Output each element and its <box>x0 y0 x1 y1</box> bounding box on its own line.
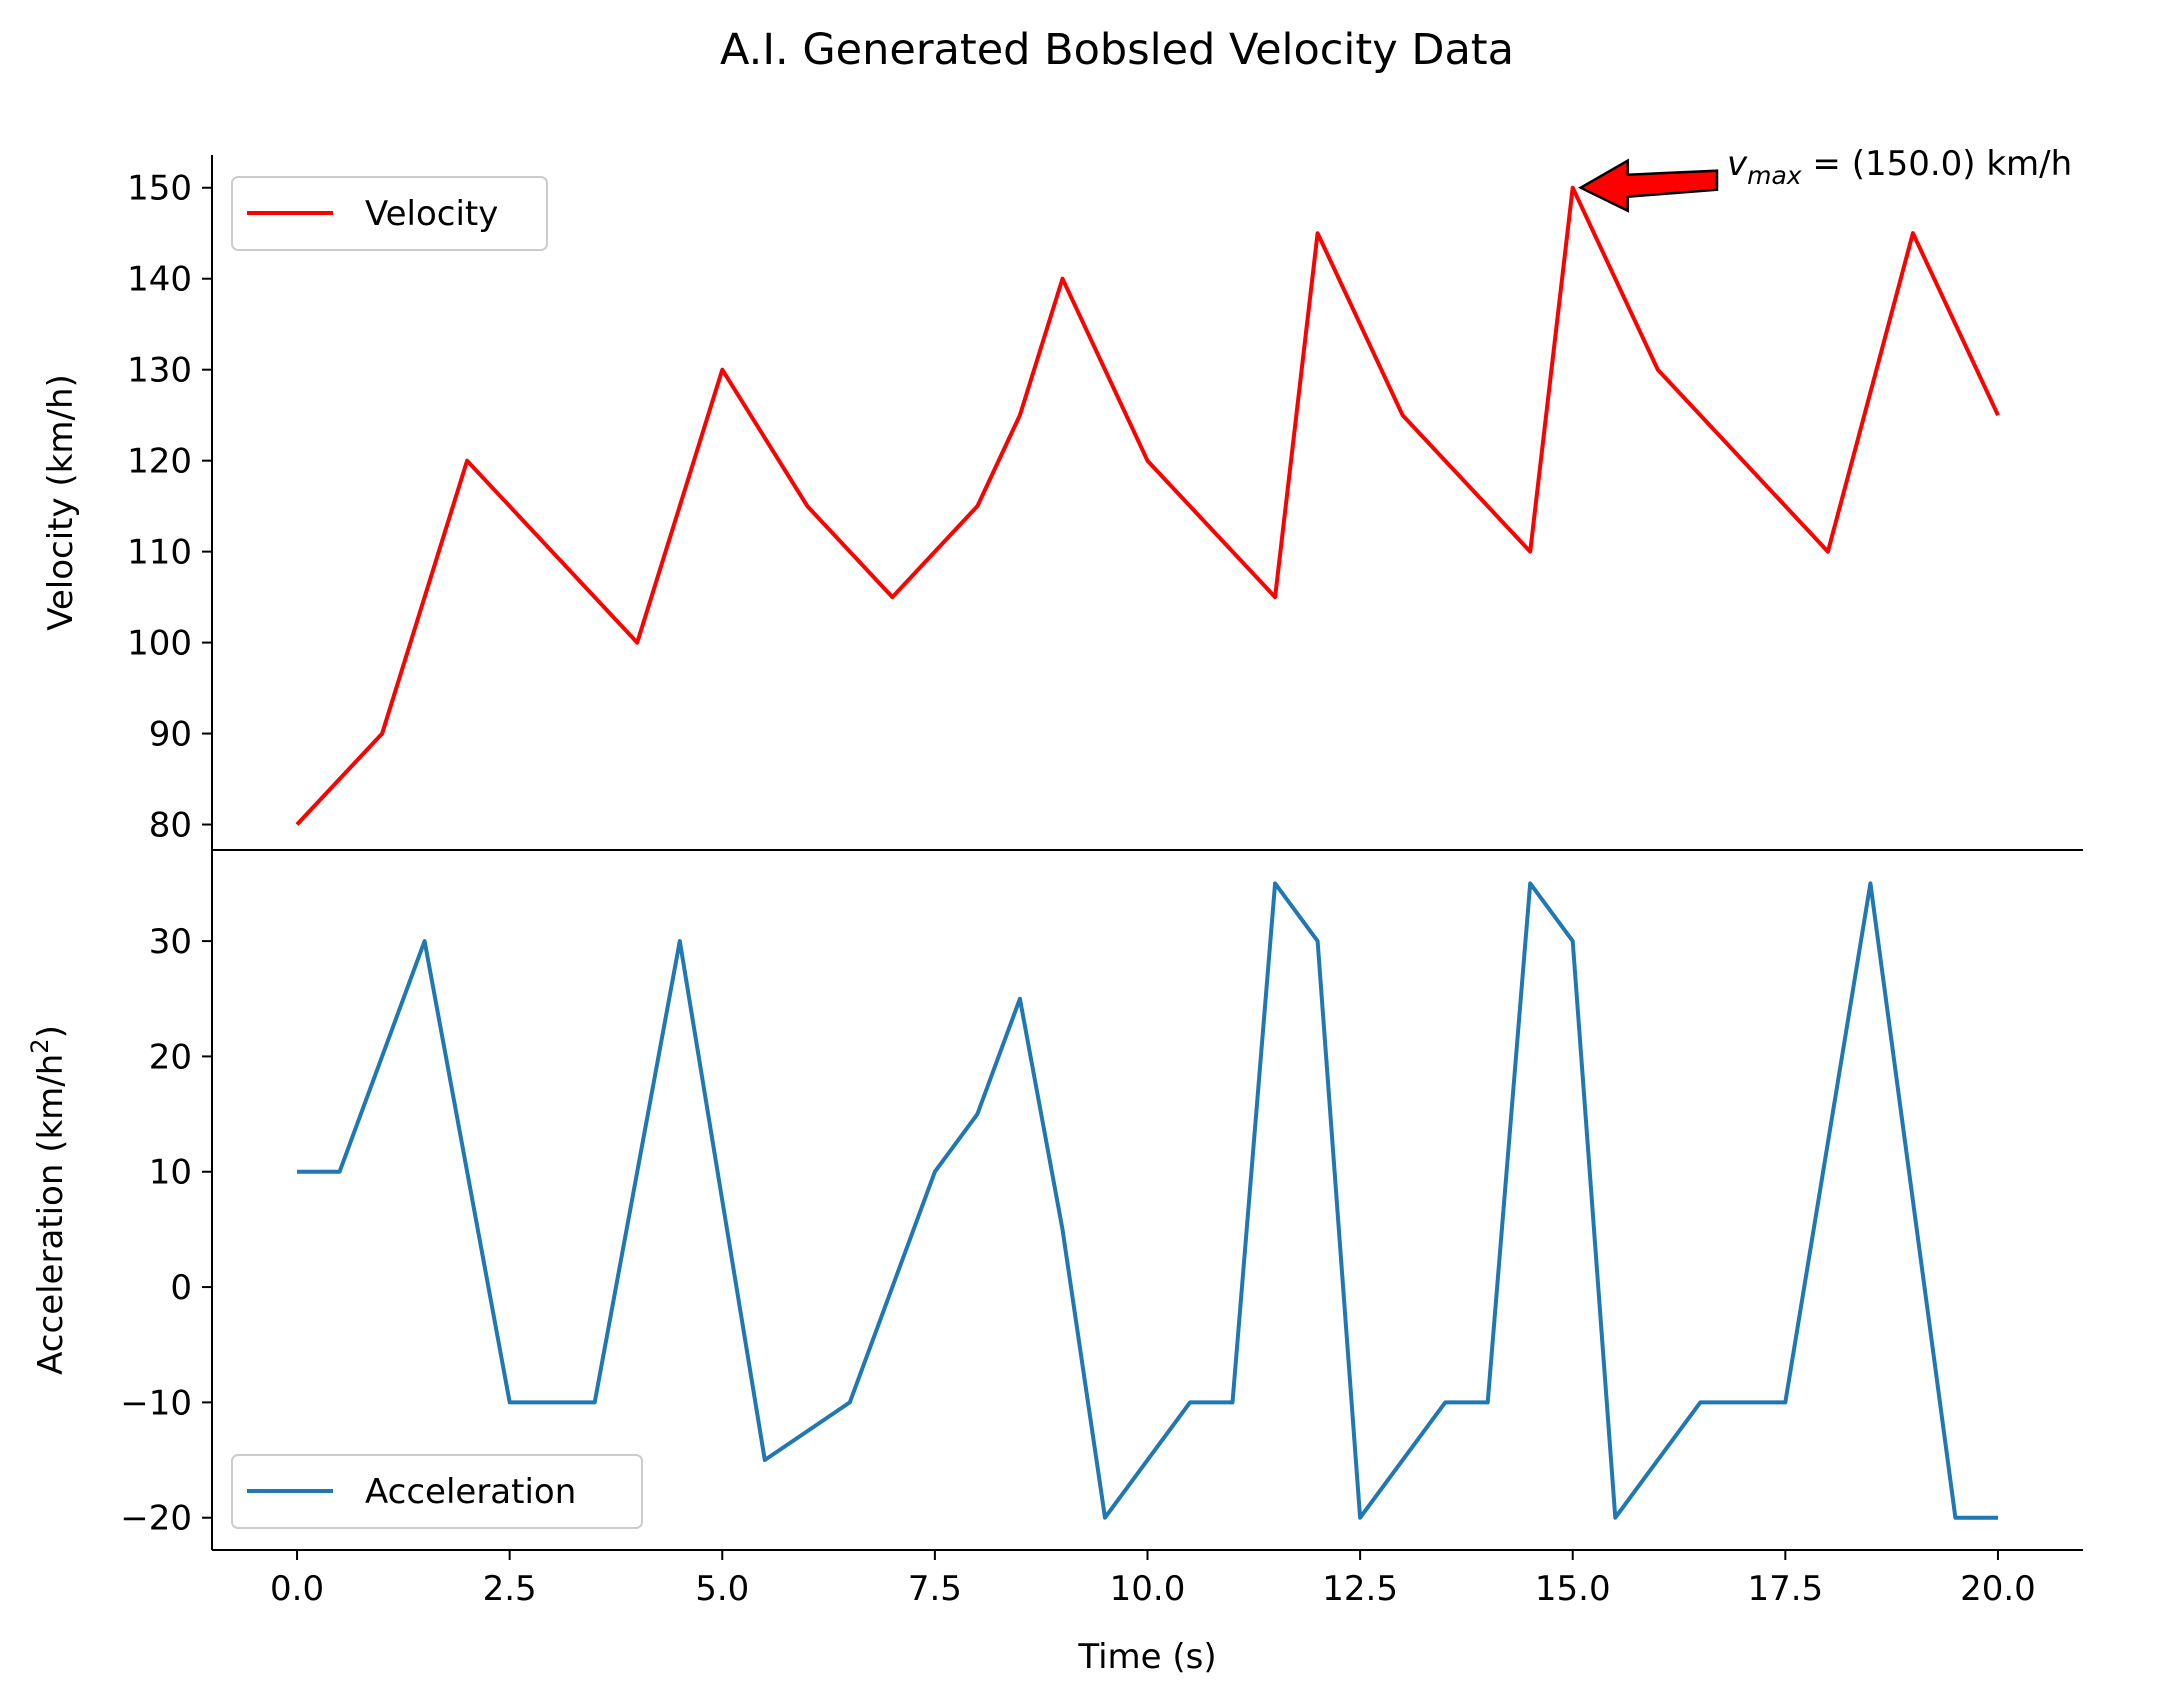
acceleration-y-label-close: ) <box>31 1025 71 1038</box>
velocity-y-tick-label: 140 <box>127 260 192 300</box>
acceleration-y-label-exponent: 2 <box>26 1038 54 1053</box>
time-x-tick-label: 5.0 <box>695 1569 749 1609</box>
velocity-y-tick-label: 110 <box>127 533 192 573</box>
acceleration-panel: −20 −10 0 10 20 30 0.0 2.5 5.0 7.5 10.0 12.5 15.0 17… <box>26 850 2083 1677</box>
acceleration-series-line <box>297 881 1998 1520</box>
velocity-y-tick-label: 150 <box>127 169 192 209</box>
velocity-y-tick-label: 90 <box>149 715 192 755</box>
vmax-value-text: = (150.0) km/h <box>1802 144 2073 184</box>
velocity-y-ticks: 80 90 100 110 120 130 140 150 <box>127 169 212 846</box>
acceleration-y-tick-label: 10 <box>149 1153 192 1193</box>
time-x-tick-label: 2.5 <box>483 1569 537 1609</box>
vmax-subscript: max <box>1747 161 1802 190</box>
time-x-tick-label: 7.5 <box>908 1569 962 1609</box>
velocity-y-tick-label: 100 <box>127 624 192 664</box>
velocity-y-tick-label: 120 <box>127 442 192 482</box>
acceleration-legend-label: Acceleration <box>365 1472 576 1512</box>
acceleration-y-tick-label: −10 <box>120 1383 192 1423</box>
velocity-y-tick-label: 80 <box>149 806 192 846</box>
time-x-tick-label: 20.0 <box>1960 1569 2036 1609</box>
vmax-annotation: vmax = (150.0) km/h <box>1578 144 2072 213</box>
time-x-tick-label: 10.0 <box>1110 1569 1186 1609</box>
velocity-panel: 80 90 100 110 120 130 140 150 Velocity (km/h) V… <box>41 144 2083 851</box>
acceleration-legend-box <box>231 1454 643 1529</box>
acceleration-y-tick-label: 0 <box>170 1268 192 1308</box>
vmax-annotation-text: vmax = (150.0) km/h <box>1727 144 2072 190</box>
time-x-tick-label: 12.5 <box>1322 1569 1398 1609</box>
velocity-legend: Velocity <box>231 176 548 251</box>
time-x-tick-label: 17.5 <box>1747 1569 1823 1609</box>
acceleration-legend: Acceleration <box>231 1454 643 1529</box>
acceleration-y-tick-label: 30 <box>149 922 192 962</box>
time-x-axis-label: Time (s) <box>1077 1637 1216 1677</box>
acceleration-y-tick-label: 20 <box>149 1037 192 1077</box>
acceleration-y-label-main: Acceleration (km/h <box>31 1054 71 1375</box>
time-x-tick-label: 0.0 <box>270 1569 324 1609</box>
acceleration-y-tick-label: −20 <box>120 1499 192 1539</box>
acceleration-y-axis-label: Acceleration (km/h2) <box>26 1025 71 1375</box>
vmax-arrow-icon <box>1578 158 1719 213</box>
vmax-symbol: v <box>1727 144 1748 184</box>
velocity-series-line <box>295 185 2000 826</box>
velocity-legend-box <box>231 176 548 251</box>
time-x-ticks: 0.0 2.5 5.0 7.5 10.0 12.5 15.0 17.5 20.0 <box>270 1550 2036 1609</box>
chart-title: A.I. Generated Bobsled Velocity Data <box>720 25 1514 75</box>
velocity-legend-label: Velocity <box>365 194 498 234</box>
acceleration-y-ticks: −20 −10 0 10 20 30 <box>120 922 212 1539</box>
time-x-tick-label: 15.0 <box>1535 1569 1611 1609</box>
velocity-y-axis-label: Velocity (km/h) <box>41 374 81 631</box>
velocity-y-tick-label: 130 <box>127 351 192 391</box>
